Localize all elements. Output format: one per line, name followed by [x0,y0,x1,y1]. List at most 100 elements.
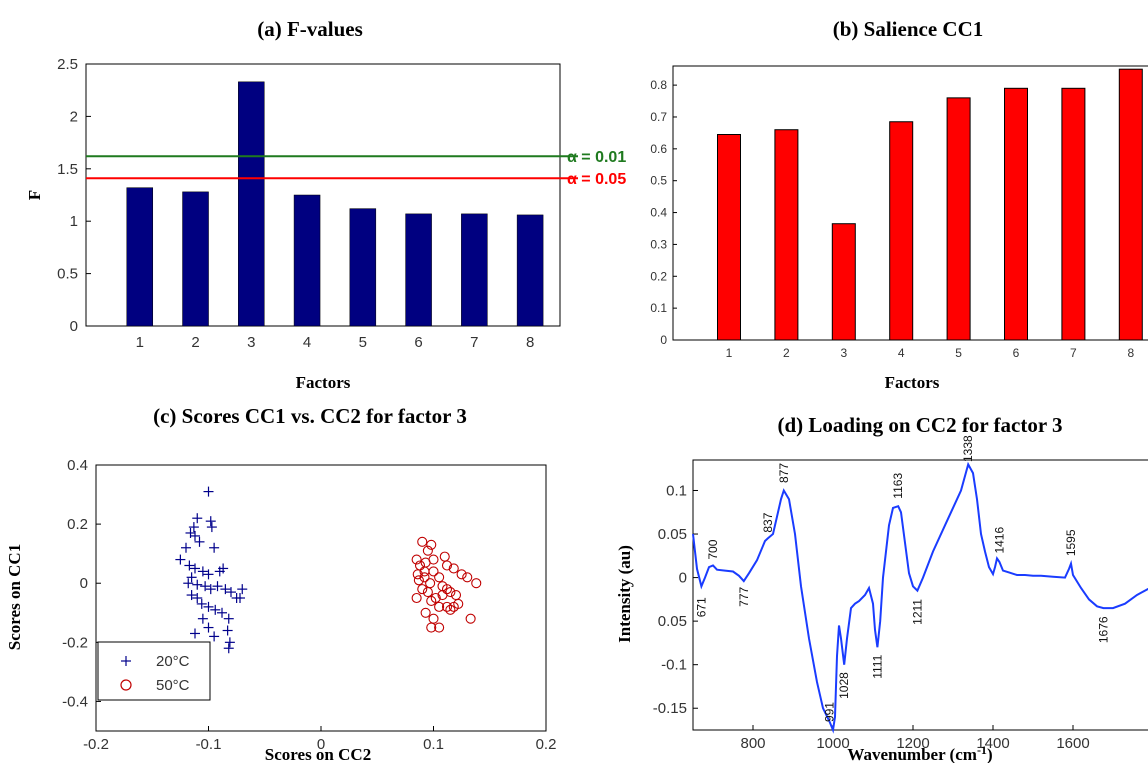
chart-b-ytick-label: 0 [660,333,667,347]
chart-d-ytick-label: 0.1 [666,482,687,499]
point-20c [226,587,236,598]
chart-b-ytick-label: 0.5 [650,174,667,188]
point-50c [471,578,482,589]
chart-b-xtick-label: 8 [1127,346,1134,360]
legend-label-50c: 50°C [156,677,190,694]
loading-line [692,461,1148,734]
chart-d-ytick-label: 0.05 [658,613,687,630]
chart-a-xtick-label: 8 [526,334,534,351]
point-50c [422,545,433,556]
chart-a-xtick-label: 2 [191,334,199,351]
peak-label: 700 [706,539,720,559]
panel-c: (c) Scores CC1 vs. CC2 for factor 3 -0.2… [5,404,556,763]
point-20c [192,513,203,524]
chart-a-ytick-label: 2 [70,108,78,125]
point-20c [203,622,214,633]
point-20c [220,584,231,595]
chart-c-ytick-label: 0 [80,575,88,592]
point-50c [437,589,448,601]
peak-label: 1211 [910,599,924,625]
point-50c [434,572,445,583]
point-20c [181,542,191,553]
chart-d-xtick-label: 1000 [816,735,849,752]
chart-c-title: (c) Scores CC1 vs. CC2 for factor 3 [153,404,467,428]
point-50c [456,569,467,580]
chart-a-xlabel: Factors [296,373,351,392]
chart-b-ytick-label: 0.8 [650,78,667,92]
chart-c-xtick-label: 0 [317,736,325,753]
chart-b-ytick-label: 0.6 [650,142,667,156]
point-50c [422,587,433,598]
point-20c [194,536,205,547]
point-20c [188,522,199,533]
chart-c-xtick-label: -0.1 [196,736,222,753]
point-20c [210,604,221,615]
chart-c-xtick-label: -0.2 [83,736,109,753]
chart-c-ytick-label: -0.4 [62,693,88,710]
chart-d-xtick-label: 1200 [896,735,929,752]
point-20c [222,625,233,636]
peak-label: 1676 [1096,616,1110,643]
chart-a-xtick-label: 7 [470,334,478,351]
point-50c [420,607,431,618]
point-20c [203,569,214,580]
point-50c [462,572,473,583]
peak-label: 991 [822,702,836,722]
point-20c [192,579,203,590]
point-50c [412,569,423,580]
point-20c [196,598,207,609]
peak-label: 1595 [1064,529,1078,556]
point-20c [186,590,197,601]
chart-b-xtick-label: 6 [1013,346,1020,360]
point-50c [417,584,428,595]
chart-a-ytick-label: 0.5 [57,266,78,283]
bar-salience-factor-2 [774,129,799,341]
point-20c [192,593,203,603]
bar-salience-factor-7 [1061,87,1086,341]
point-50c [413,575,424,586]
chart-b-ytick-label: 0.7 [650,110,667,124]
chart-d-ylabel: Intensity (au) [615,545,634,643]
peak-label: 837 [761,512,775,532]
chart-c-xtick-label: 0.1 [423,736,444,753]
bar-salience-factor-5 [946,97,971,341]
chart-b-xtick-label: 7 [1070,346,1077,360]
point-20c [205,584,216,595]
bar-factor-1 [126,187,154,327]
peak-label: 877 [777,463,791,483]
chart-a-plot-area [85,63,561,327]
chart-b-xtick-label: 2 [783,346,790,360]
bar-factor-6 [405,213,432,327]
legend-marker-20c [121,656,131,666]
chart-b-ytick-label: 0.3 [650,237,667,251]
point-50c [465,613,476,624]
chart-d-title: (d) Loading on CC2 for factor 3 [777,413,1062,437]
point-20c [218,563,229,574]
point-20c [197,566,208,577]
chart-d-xtick-label: 800 [740,735,765,752]
threshold-label-1: α = 0.05 [567,171,626,188]
point-50c [426,622,437,633]
point-20c [203,601,214,612]
peak-label: 1111 [870,654,884,678]
bar-factor-4 [293,194,321,327]
chart-c-ytick-label: 0.2 [67,516,88,533]
chart-d-ytick-label: 0 [679,570,687,587]
point-20c [206,522,217,533]
legend-marker-50c [120,679,132,691]
point-50c [434,601,445,612]
bar-factor-8 [516,214,544,327]
bar-salience-factor-1 [717,134,741,341]
bar-factor-2 [182,191,209,327]
bar-salience-factor-3 [831,223,856,341]
point-20c [186,572,197,583]
bar-factor-5 [349,208,377,327]
chart-d-ytick-label: -0.1 [661,657,687,674]
point-20c [231,593,242,603]
chart-b-title: (b) Salience CC1 [833,17,984,41]
chart-d-xlabel: Wavenumber (cm-1) [847,743,992,763]
peak-label: 671 [694,597,708,617]
chart-a-xtick-label: 3 [247,334,255,351]
bar-salience-factor-4 [889,121,914,341]
chart-a-ylabel: F [25,190,44,200]
